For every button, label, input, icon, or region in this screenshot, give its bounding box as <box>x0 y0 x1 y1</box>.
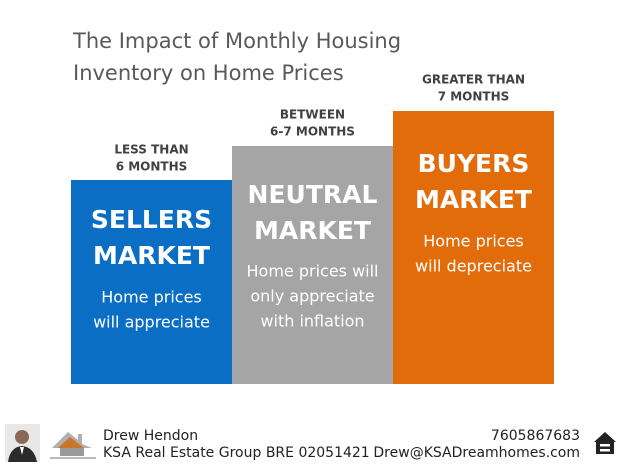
market-heading: SELLERS <box>91 205 212 234</box>
agent-name: Drew Hendon <box>103 428 198 444</box>
inventory-label: LESS THAN <box>114 143 188 157</box>
title-line: The Impact of Monthly Housing <box>72 29 401 53</box>
inventory-label: BETWEEN <box>280 108 345 122</box>
market-description: Home prices <box>423 232 524 251</box>
inventory-label: GREATER THAN <box>422 73 525 87</box>
market-description: Home prices <box>101 288 202 307</box>
market-description: will appreciate <box>93 313 210 332</box>
company-info: KSA Real Estate Group BRE 02051421 <box>103 445 370 461</box>
market-heading: MARKET <box>254 216 371 245</box>
market-heading: MARKET <box>93 241 210 270</box>
columns: LESS THAN 6 MONTHS SELLERS MARKET Home price… <box>71 73 554 384</box>
title-line: Inventory on Home Prices <box>73 61 344 85</box>
market-heading: MARKET <box>415 185 532 214</box>
market-description: Home prices will <box>247 262 379 281</box>
agent-photo <box>5 424 40 462</box>
market-block <box>232 146 394 384</box>
email: Drew@KSADreamhomes.com <box>373 445 580 461</box>
inventory-label: 6 MONTHS <box>116 160 188 174</box>
market-description: with inflation <box>260 312 364 331</box>
equal-housing-icon <box>594 432 616 454</box>
market-block <box>71 180 233 384</box>
market-description: will depreciate <box>415 257 532 276</box>
phone: 7605867683 <box>491 428 580 444</box>
company-logo <box>50 432 96 459</box>
market-heading: NEUTRAL <box>248 180 378 209</box>
inventory-label: 7 MONTHS <box>438 90 510 104</box>
market-block <box>393 111 554 384</box>
market-heading: BUYERS <box>418 149 530 178</box>
market-description: only appreciate <box>250 287 374 306</box>
inventory-label: 6-7 MONTHS <box>270 125 355 139</box>
